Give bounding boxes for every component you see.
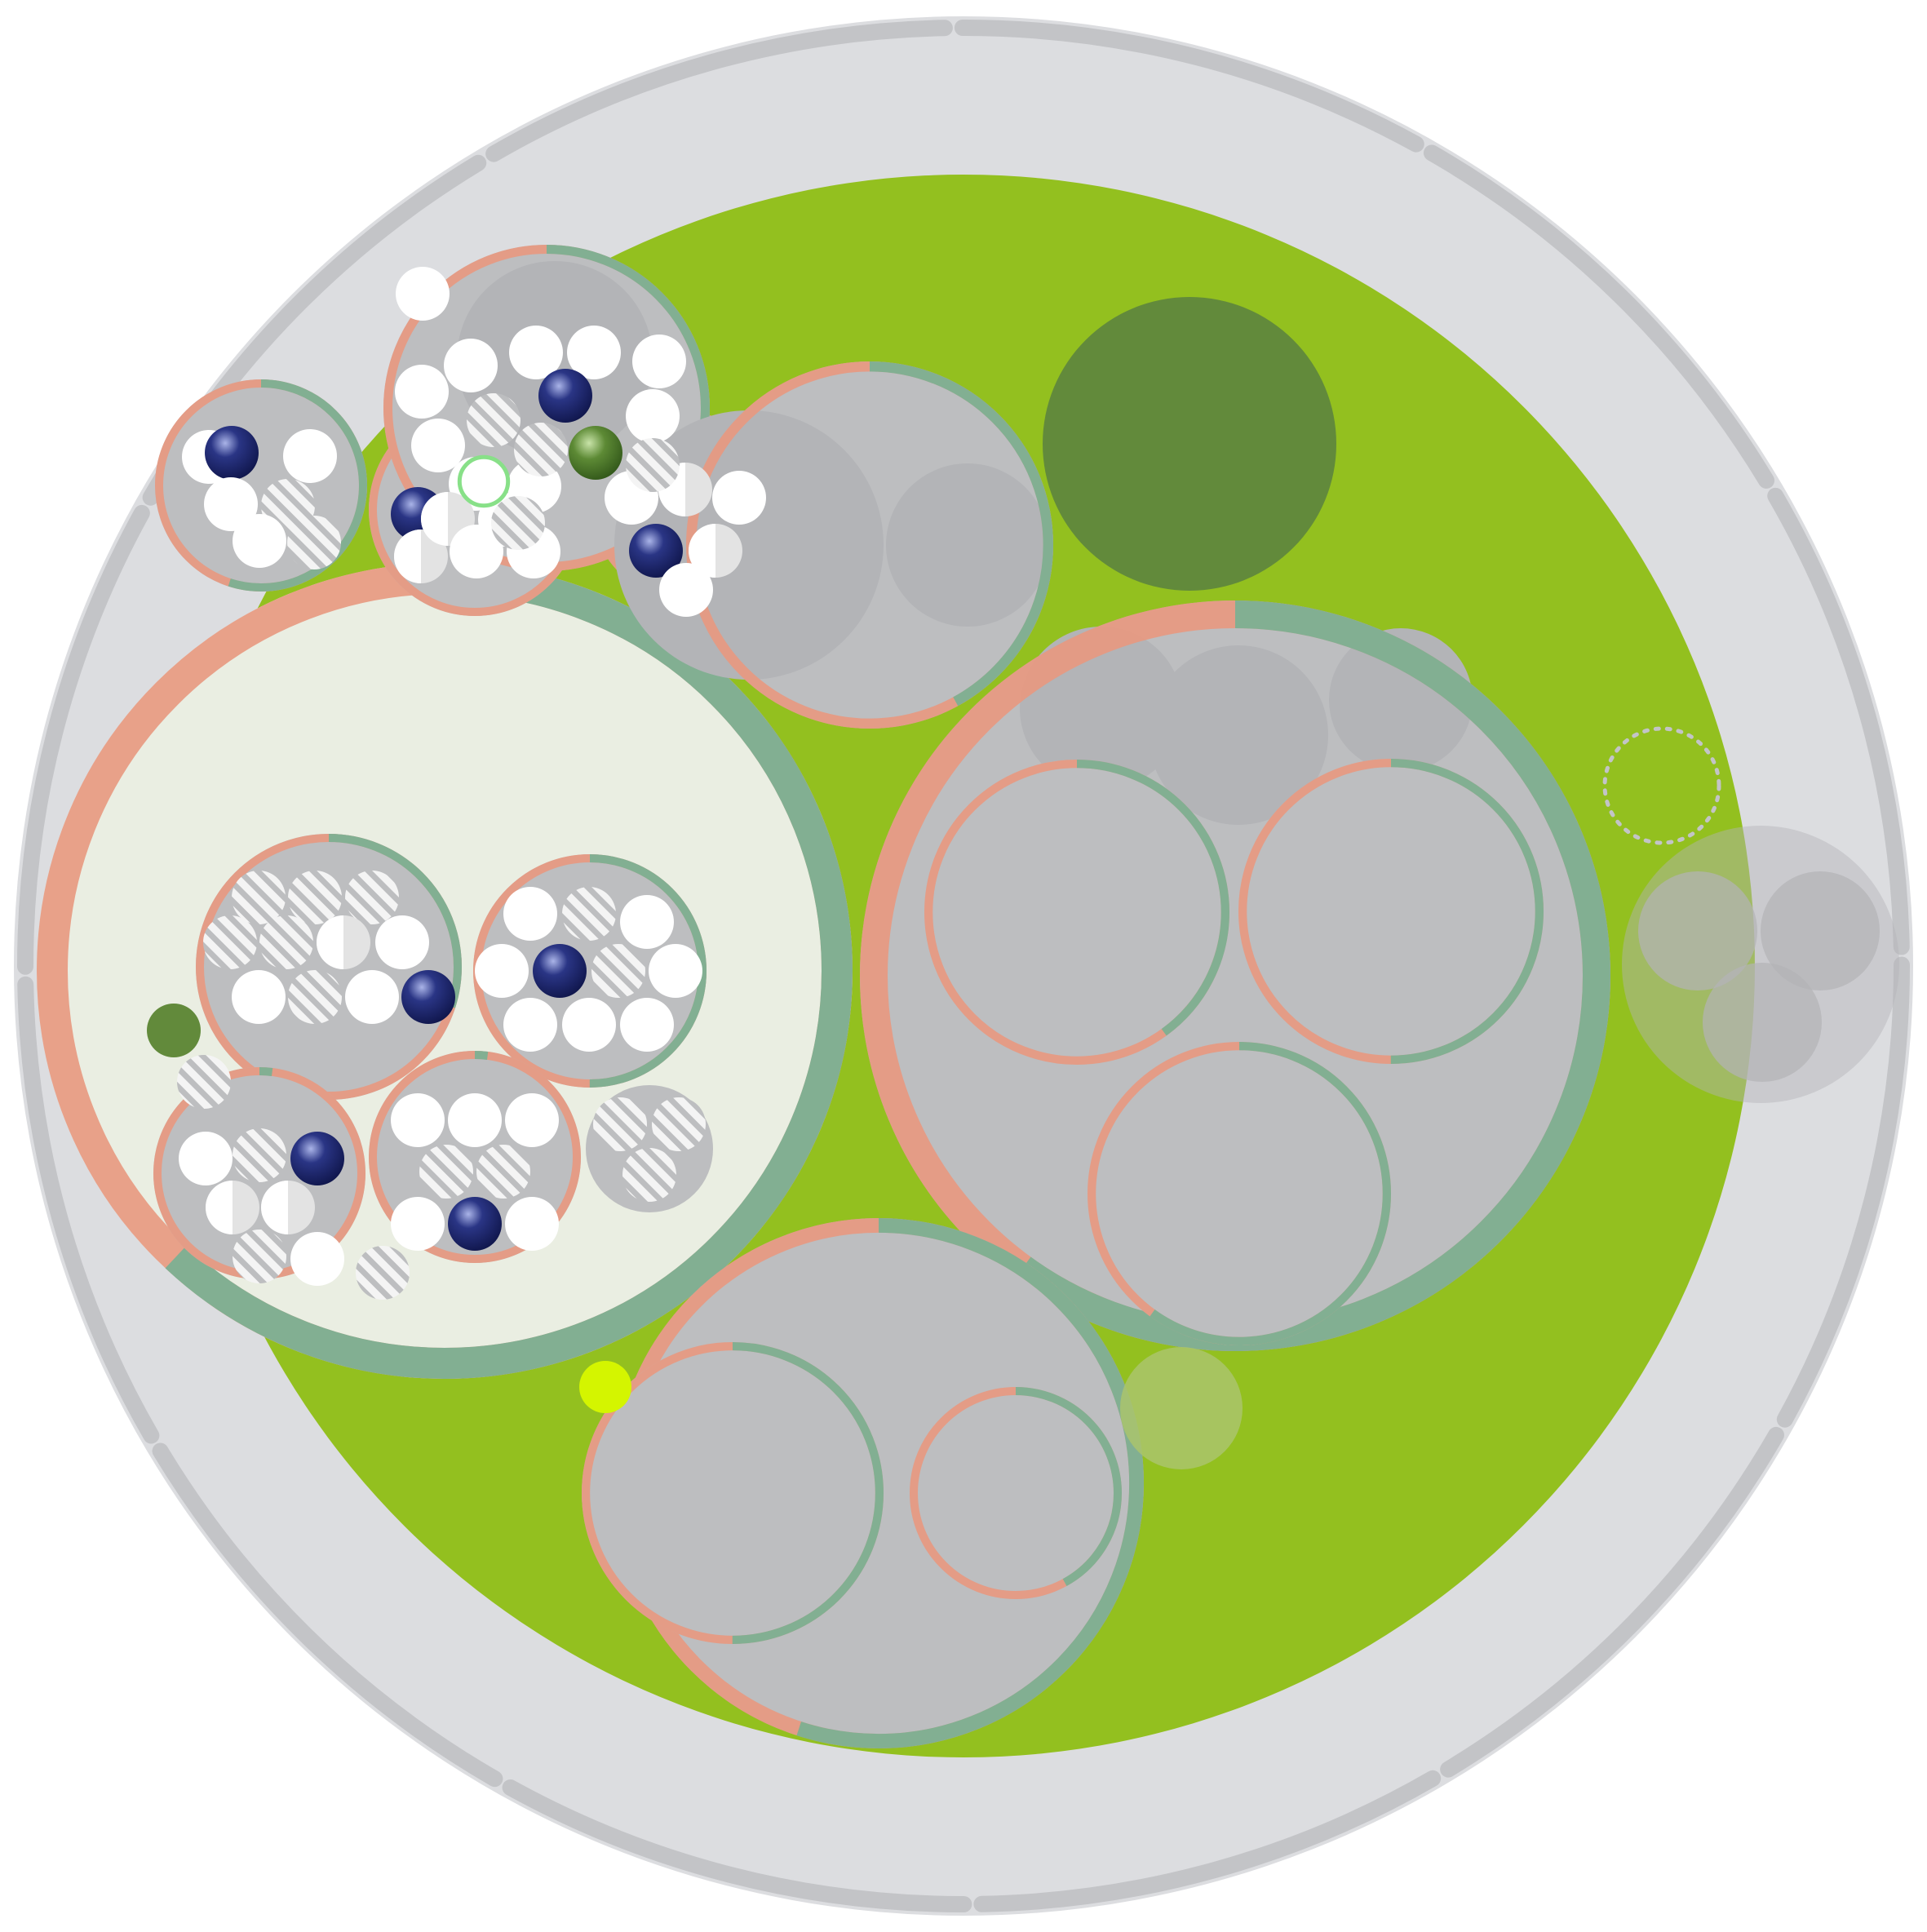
role-white[interactable]: [567, 326, 621, 379]
role-hatched[interactable]: [288, 871, 342, 924]
role-white[interactable]: [505, 1197, 559, 1251]
role-white[interactable]: [411, 419, 465, 472]
role-hatched[interactable]: [622, 1148, 676, 1202]
role-white[interactable]: [283, 429, 337, 483]
role-hatched[interactable]: [514, 423, 568, 476]
role-hatched[interactable]: [467, 393, 521, 447]
circle-r1[interactable]: [924, 760, 1230, 1066]
circle-r3[interactable]: [1087, 1041, 1391, 1346]
role-half[interactable]: [689, 524, 742, 578]
role-white[interactable]: [505, 1093, 559, 1147]
role-hatched[interactable]: [177, 1055, 231, 1109]
role-white[interactable]: [375, 915, 429, 969]
role-dark-green[interactable]: [147, 1004, 201, 1057]
role-white[interactable]: [450, 525, 503, 578]
role-white[interactable]: [649, 944, 702, 998]
role-white[interactable]: [509, 326, 563, 379]
role-half[interactable]: [261, 1181, 315, 1234]
role-white[interactable]: [503, 998, 557, 1052]
role-hatched[interactable]: [591, 944, 645, 998]
role-white[interactable]: [396, 267, 450, 321]
role-person[interactable]: [538, 369, 592, 423]
role-hatched[interactable]: [345, 871, 399, 924]
roles: [147, 267, 1243, 1469]
role-white[interactable]: [562, 998, 616, 1052]
role-hatched[interactable]: [259, 915, 313, 969]
role-white[interactable]: [179, 1132, 233, 1185]
role-person[interactable]: [205, 426, 259, 480]
role-white[interactable]: [632, 335, 686, 388]
role-white[interactable]: [626, 389, 680, 443]
role-white[interactable]: [444, 339, 498, 392]
circle-outside[interactable]: [1602, 726, 1899, 1103]
role-hatched[interactable]: [233, 1128, 286, 1182]
role-half[interactable]: [394, 530, 448, 583]
circle-b1[interactable]: [582, 1341, 884, 1645]
role-person[interactable]: [448, 1197, 502, 1251]
role-dark-green[interactable]: [579, 1361, 631, 1413]
role-hatched[interactable]: [419, 1145, 473, 1199]
role-hatched[interactable]: [203, 915, 257, 969]
role-white[interactable]: [395, 365, 449, 419]
role-white[interactable]: [232, 970, 286, 1024]
role-person[interactable]: [629, 524, 683, 578]
role-white[interactable]: [620, 998, 674, 1052]
role-person-green[interactable]: [569, 426, 622, 480]
role-white[interactable]: [503, 887, 557, 941]
role-white[interactable]: [391, 1093, 445, 1147]
role-hatched[interactable]: [476, 1145, 530, 1199]
role-white[interactable]: [345, 970, 399, 1024]
role-half[interactable]: [317, 915, 370, 969]
role-empty[interactable]: [457, 454, 511, 508]
role-person[interactable]: [401, 970, 455, 1024]
role-hatched[interactable]: [288, 970, 342, 1024]
role-hatched[interactable]: [287, 516, 341, 569]
role-person[interactable]: [290, 1132, 344, 1185]
role-white[interactable]: [204, 477, 258, 531]
role-hatched[interactable]: [562, 887, 616, 941]
role-hatched[interactable]: [356, 1246, 410, 1300]
circle-r2[interactable]: [1238, 759, 1544, 1065]
role-white[interactable]: [290, 1232, 344, 1286]
role-white[interactable]: [712, 471, 766, 525]
role-hatched[interactable]: [652, 1097, 706, 1151]
role-hatched[interactable]: [626, 438, 680, 492]
role-white[interactable]: [391, 1197, 445, 1251]
role-hatched[interactable]: [593, 1097, 647, 1151]
role-half[interactable]: [206, 1181, 259, 1234]
role-white[interactable]: [659, 563, 713, 617]
role-hatched[interactable]: [232, 871, 286, 924]
role-white[interactable]: [448, 1093, 502, 1147]
role-white[interactable]: [475, 944, 529, 998]
circle-b2[interactable]: [910, 1387, 1122, 1599]
role-white[interactable]: [233, 514, 286, 568]
role-person[interactable]: [533, 944, 587, 998]
role-white[interactable]: [620, 895, 674, 949]
circle-top-right[interactable]: [1043, 297, 1336, 591]
role-hatched[interactable]: [491, 496, 545, 550]
role-hatched[interactable]: [233, 1230, 286, 1283]
